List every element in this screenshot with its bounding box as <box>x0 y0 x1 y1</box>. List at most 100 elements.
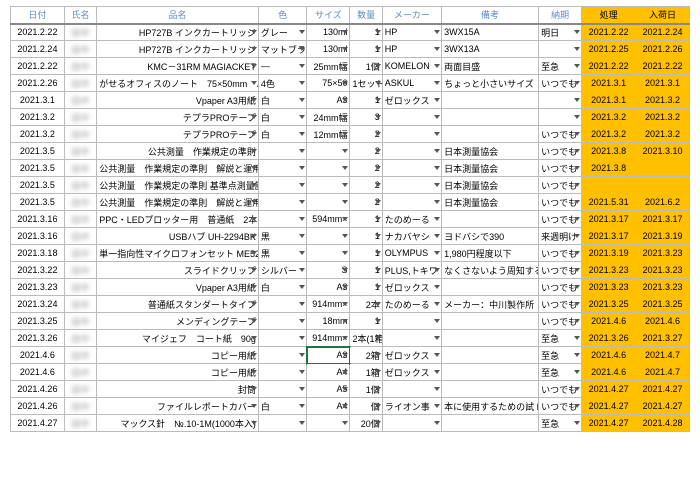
cell-note[interactable] <box>442 126 539 143</box>
cell-proc[interactable]: 2021.3.26 <box>582 330 636 347</box>
cell-size[interactable] <box>307 177 350 194</box>
cell-arr[interactable]: 2021.3.23 <box>636 245 690 262</box>
cell-arr[interactable]: 2021.2.22 <box>636 58 690 75</box>
cell-size[interactable] <box>307 415 350 432</box>
cell-due[interactable]: いつでも <box>539 245 582 262</box>
cell-color[interactable] <box>258 160 307 177</box>
cell-name[interactable]: 田中 <box>64 228 96 245</box>
cell-date[interactable]: 2021.3.24 <box>11 296 65 313</box>
cell-color[interactable]: — <box>258 58 307 75</box>
cell-size[interactable]: 914mm× <box>307 330 350 347</box>
cell-name[interactable]: 田中 <box>64 381 96 398</box>
cell-color[interactable] <box>258 177 307 194</box>
cell-name[interactable]: 田中 <box>64 41 96 58</box>
cell-qty[interactable]: 2本(1箱) <box>350 330 382 347</box>
cell-name[interactable]: 田中 <box>64 296 96 313</box>
cell-item[interactable]: テプラPROテープ <box>97 109 259 126</box>
cell-name[interactable]: 田中 <box>64 143 96 160</box>
cell-item[interactable]: 普通紙スタンダートタイプ <box>97 296 259 313</box>
cell-color[interactable]: 4色 <box>258 75 307 92</box>
cell-maker[interactable]: OLYMPUS <box>382 245 441 262</box>
cell-proc[interactable]: 2021.4.6 <box>582 364 636 381</box>
header-color[interactable]: 色 <box>258 7 307 24</box>
cell-name[interactable]: 田中 <box>64 194 96 211</box>
cell-date[interactable]: 2021.3.5 <box>11 194 65 211</box>
cell-note[interactable] <box>442 381 539 398</box>
cell-note[interactable] <box>442 364 539 381</box>
cell-date[interactable]: 2021.2.22 <box>11 58 65 75</box>
cell-item[interactable]: メンディングテープ <box>97 313 259 330</box>
cell-name[interactable]: 田中 <box>64 92 96 109</box>
cell-arr[interactable]: 2021.2.24 <box>636 24 690 41</box>
cell-qty[interactable]: 1個 <box>350 58 382 75</box>
cell-proc[interactable]: 2021.3.8 <box>582 143 636 160</box>
cell-qty[interactable]: 1 <box>350 279 382 296</box>
cell-name[interactable]: 田中 <box>64 58 96 75</box>
cell-proc[interactable]: 2021.4.6 <box>582 313 636 330</box>
cell-proc[interactable]: 2021.3.1 <box>582 75 636 92</box>
cell-size[interactable]: 12mm幅 <box>307 126 350 143</box>
cell-proc[interactable]: 2021.3.17 <box>582 228 636 245</box>
cell-size[interactable]: 594mm× <box>307 211 350 228</box>
cell-due[interactable]: いつでも <box>539 126 582 143</box>
cell-color[interactable]: 黒 <box>258 245 307 262</box>
cell-color[interactable]: 白 <box>258 126 307 143</box>
cell-size[interactable] <box>307 228 350 245</box>
cell-item[interactable]: HP727B インクカートリッジ <box>97 24 259 41</box>
cell-due[interactable]: いつでも <box>539 177 582 194</box>
cell-qty[interactable]: 1 <box>350 211 382 228</box>
cell-color[interactable] <box>258 143 307 160</box>
cell-proc[interactable]: 2021.4.27 <box>582 415 636 432</box>
cell-arr[interactable]: 2021.3.27 <box>636 330 690 347</box>
cell-note[interactable]: なくさないよう周知する <box>442 262 539 279</box>
cell-arr[interactable]: 2021.6.2 <box>636 194 690 211</box>
cell-size[interactable]: A3 <box>307 279 350 296</box>
cell-arr[interactable] <box>636 160 690 177</box>
cell-proc[interactable]: 2021.4.27 <box>582 398 636 415</box>
cell-size[interactable] <box>307 194 350 211</box>
cell-note[interactable]: 日本測量協会 <box>442 160 539 177</box>
cell-name[interactable]: 田中 <box>64 347 96 364</box>
cell-name[interactable]: 田中 <box>64 415 96 432</box>
cell-date[interactable]: 2021.3.22 <box>11 262 65 279</box>
cell-size[interactable]: 914mm× <box>307 296 350 313</box>
cell-date[interactable]: 2021.4.6 <box>11 347 65 364</box>
cell-proc[interactable]: 2021.3.23 <box>582 262 636 279</box>
cell-maker[interactable]: PLUS,トキワ <box>382 262 441 279</box>
cell-due[interactable]: いつでも <box>539 160 582 177</box>
cell-note[interactable] <box>442 347 539 364</box>
cell-due[interactable]: いつでも <box>539 279 582 296</box>
cell-note[interactable] <box>442 415 539 432</box>
cell-maker[interactable]: たのめーる <box>382 296 441 313</box>
cell-item[interactable]: KMC－31RM MAGIACKET <box>97 58 259 75</box>
cell-qty[interactable]: 2本 <box>350 296 382 313</box>
cell-proc[interactable]: 2021.3.8 <box>582 160 636 177</box>
cell-item[interactable]: Vpaper A3用紙 <box>97 92 259 109</box>
cell-maker[interactable]: HP <box>382 24 441 41</box>
cell-qty[interactable]: 1セット <box>350 75 382 92</box>
cell-arr[interactable]: 2021.4.27 <box>636 381 690 398</box>
cell-name[interactable]: 田中 <box>64 75 96 92</box>
cell-color[interactable]: グレー <box>258 24 307 41</box>
cell-size[interactable]: 24mm幅 <box>307 109 350 126</box>
cell-qty[interactable]: 1 <box>350 92 382 109</box>
cell-color[interactable]: 黒 <box>258 228 307 245</box>
cell-qty[interactable]: 2 <box>350 143 382 160</box>
cell-due[interactable]: 至急 <box>539 364 582 381</box>
cell-maker[interactable]: たのめーる <box>382 211 441 228</box>
cell-qty[interactable]: 2 <box>350 160 382 177</box>
cell-date[interactable]: 2021.4.27 <box>11 415 65 432</box>
cell-arr[interactable]: 2021.3.23 <box>636 262 690 279</box>
cell-due[interactable] <box>539 92 582 109</box>
cell-maker[interactable]: ゼロックス <box>382 92 441 109</box>
cell-proc[interactable]: 2021.3.2 <box>582 126 636 143</box>
cell-arr[interactable]: 2021.3.2 <box>636 109 690 126</box>
cell-arr[interactable]: 2021.4.28 <box>636 415 690 432</box>
header-name[interactable]: 氏名 <box>64 7 96 24</box>
cell-proc[interactable]: 2021.2.25 <box>582 41 636 58</box>
cell-item[interactable]: 公共測量 作業規定の準則 基準点測量記載要領 <box>97 177 259 194</box>
cell-size[interactable]: A4 <box>307 364 350 381</box>
cell-item[interactable]: マイジェフ コート紙 90g <box>97 330 259 347</box>
cell-qty[interactable]: 2 <box>350 194 382 211</box>
cell-maker[interactable] <box>382 177 441 194</box>
